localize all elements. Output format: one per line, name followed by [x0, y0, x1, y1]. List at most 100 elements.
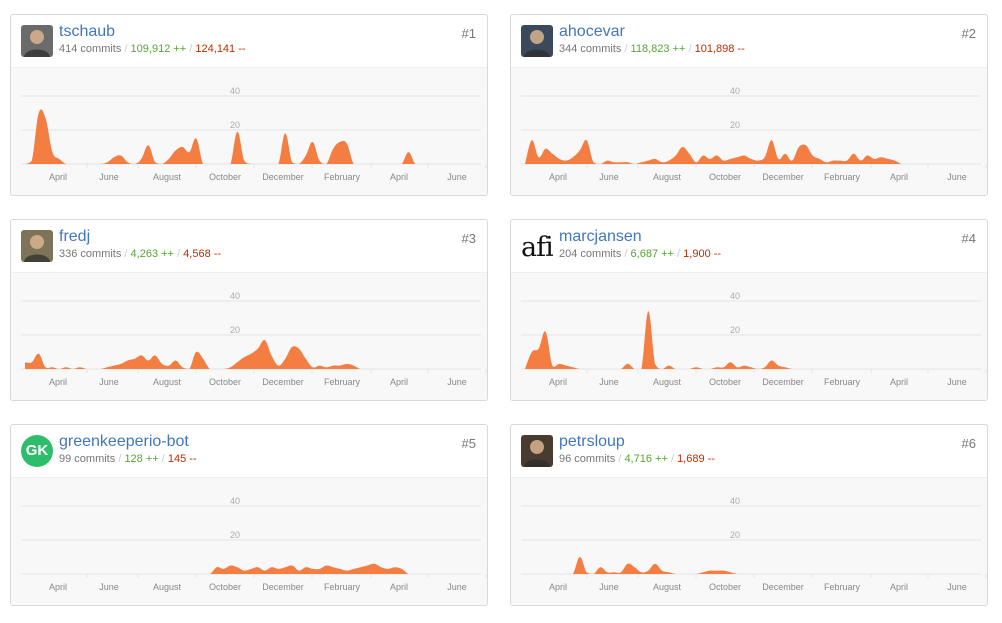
avatar[interactable]: GK	[21, 435, 53, 467]
additions-count: 109,912 ++	[130, 43, 187, 55]
avatar[interactable]	[21, 25, 53, 57]
x-tick-label: April	[549, 377, 567, 387]
contributor-card-6: petrsloup 96 commits / 4,716 ++ / 1,689 …	[510, 424, 988, 606]
stats-separator: /	[161, 453, 165, 465]
contributor-name-link[interactable]: marcjansen	[559, 228, 642, 245]
x-tick-label: February	[324, 582, 361, 592]
avatar[interactable]	[521, 25, 553, 57]
stats-separator: /	[124, 43, 128, 55]
contributor-name-link[interactable]: petrsloup	[559, 433, 625, 450]
x-tick-label: October	[709, 172, 741, 182]
chart-svg: 20 40 April June August October December Februa…	[521, 86, 987, 182]
commit-activity-chart: 20 40 April June August October December Februa…	[11, 272, 487, 400]
x-tick-label: June	[99, 582, 119, 592]
chart-svg: 20 40 April June August October December Februa…	[21, 86, 487, 182]
commit-stats: 414 commits / 109,912 ++ / 124,141 --	[59, 43, 246, 55]
y-tick-label: 40	[230, 496, 240, 506]
x-tick-label: June	[599, 172, 619, 182]
rank-number: #2	[961, 26, 976, 41]
x-tick-label: August	[153, 377, 182, 387]
commit-area	[525, 556, 977, 574]
avatar[interactable]	[21, 230, 53, 262]
stats-separator: /	[624, 43, 628, 55]
commit-area	[525, 139, 977, 164]
x-tick-label: June	[447, 377, 467, 387]
additions-count: 6,687 ++	[630, 248, 674, 260]
deletions-count: 124,141 --	[195, 43, 246, 55]
commit-count: 99 commits	[59, 453, 116, 465]
x-tick-label: October	[209, 582, 241, 592]
x-tick-label: June	[99, 377, 119, 387]
y-tick-label: 20	[730, 325, 740, 335]
additions-count: 128 ++	[124, 453, 159, 465]
x-tick-label: June	[599, 377, 619, 387]
commit-count: 414 commits	[59, 43, 122, 55]
contributor-card-4: afi marcjansen 204 commits / 6,687 ++ / …	[510, 219, 988, 401]
commit-stats: 336 commits / 4,263 ++ / 4,568 --	[59, 248, 221, 260]
contributor-name-link[interactable]: fredj	[59, 228, 91, 245]
x-tick-label: October	[709, 377, 741, 387]
x-tick-label: October	[209, 377, 241, 387]
stats-separator: /	[670, 453, 674, 465]
x-tick-label: April	[890, 172, 908, 182]
additions-count: 4,716 ++	[624, 453, 668, 465]
commit-stats: 99 commits / 128 ++ / 145 --	[59, 453, 197, 465]
additions-count: 118,823 ++	[630, 43, 686, 55]
commit-count: 96 commits	[559, 453, 616, 465]
x-tick-label: April	[390, 582, 408, 592]
stats-separator: /	[677, 248, 681, 260]
commit-area	[25, 109, 477, 164]
x-tick-label: June	[947, 582, 967, 592]
y-tick-label: 20	[730, 120, 740, 130]
commit-count: 204 commits	[559, 248, 622, 260]
rank-number: #4	[961, 231, 976, 246]
y-tick-label: 40	[230, 291, 240, 301]
commit-stats: 96 commits / 4,716 ++ / 1,689 --	[559, 453, 715, 465]
commit-stats: 204 commits / 6,687 ++ / 1,900 --	[559, 248, 721, 260]
x-tick-label: August	[153, 172, 182, 182]
y-tick-label: 20	[730, 530, 740, 540]
y-tick-label: 20	[230, 325, 240, 335]
chart-svg: 20 40 April June August October December Februa…	[521, 291, 987, 387]
x-tick-label: April	[549, 172, 567, 182]
x-tick-label: December	[262, 377, 304, 387]
stats-separator: /	[618, 453, 622, 465]
rank-number: #6	[961, 436, 976, 451]
x-tick-label: April	[49, 172, 67, 182]
x-tick-label: December	[762, 377, 804, 387]
y-tick-label: 20	[230, 530, 240, 540]
x-tick-label: October	[209, 172, 241, 182]
card-header: ahocevar 344 commits / 118,823 ++ / 101,…	[511, 15, 987, 67]
deletions-count: 145 --	[167, 453, 197, 465]
stats-separator: /	[189, 43, 193, 55]
commit-activity-chart: 20 40 April June August October December Februa…	[511, 272, 987, 400]
x-tick-label: June	[99, 172, 119, 182]
x-tick-label: December	[262, 172, 304, 182]
x-tick-label: April	[890, 377, 908, 387]
x-tick-label: February	[324, 377, 361, 387]
x-tick-label: February	[824, 172, 861, 182]
contributor-name-link[interactable]: ahocevar	[559, 23, 625, 40]
contributor-name-link[interactable]: tschaub	[59, 23, 116, 40]
chart-svg: 20 40 April June August October December Februa…	[21, 496, 487, 592]
x-tick-label: December	[262, 582, 304, 592]
x-tick-label: August	[653, 377, 682, 387]
x-tick-label: April	[390, 377, 408, 387]
commit-area	[525, 311, 977, 369]
stats-separator: /	[624, 248, 628, 260]
x-tick-label: June	[599, 582, 619, 592]
x-tick-label: June	[447, 172, 467, 182]
stats-separator: /	[124, 248, 128, 260]
x-tick-label: April	[49, 377, 67, 387]
stats-separator: /	[118, 453, 122, 465]
commit-count: 336 commits	[59, 248, 122, 260]
x-tick-label: April	[390, 172, 408, 182]
contributor-name-link[interactable]: greenkeeperio-bot	[59, 433, 189, 450]
contributor-card-3: fredj 336 commits / 4,263 ++ / 4,568 -- …	[10, 219, 488, 401]
avatar[interactable]	[521, 435, 553, 467]
x-tick-label: August	[153, 582, 182, 592]
y-tick-label: 40	[730, 86, 740, 96]
avatar[interactable]: afi	[521, 232, 553, 262]
card-header: fredj 336 commits / 4,263 ++ / 4,568 -- …	[11, 220, 487, 272]
contributor-card-2: ahocevar 344 commits / 118,823 ++ / 101,…	[510, 14, 988, 196]
